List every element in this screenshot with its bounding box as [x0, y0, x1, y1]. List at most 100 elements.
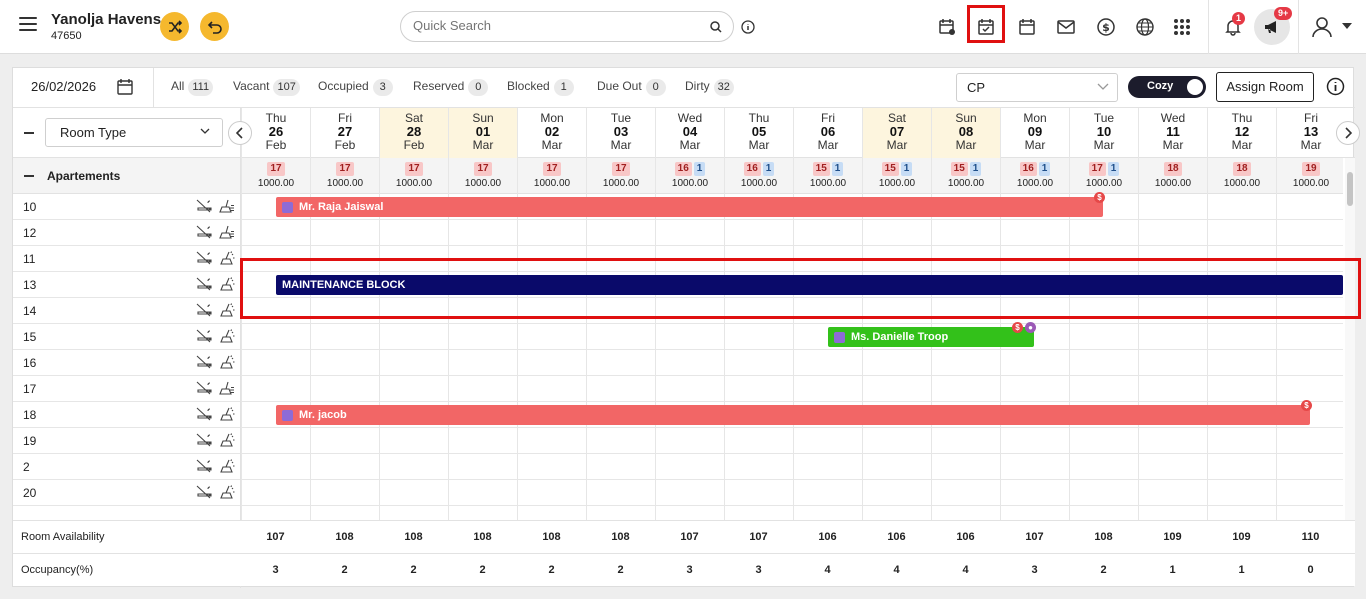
rate-value: 1000.00 [395, 178, 433, 189]
filter-6[interactable]: Dirty 32 [685, 79, 734, 96]
room-row[interactable]: 2 [13, 454, 1343, 480]
date-column-header[interactable]: Mon 02 Mar [517, 108, 586, 158]
user-icon[interactable] [1311, 16, 1333, 38]
date-column-header[interactable]: Sat 28 Feb [379, 108, 448, 158]
room-type-select[interactable]: Room Type [45, 118, 223, 147]
calendar-check-icon[interactable] [975, 16, 997, 38]
search-icon[interactable] [709, 20, 723, 34]
filter-2[interactable]: Occupied 3 [318, 79, 393, 96]
availability-cell[interactable]: 16 1 1000.00 [655, 158, 724, 194]
availability-cell[interactable]: 18 1000.00 [1207, 158, 1276, 194]
availability-cell[interactable]: 15 1 1000.00 [862, 158, 931, 194]
collapse-all-icon[interactable] [24, 132, 34, 134]
chevron-down-icon[interactable] [1342, 23, 1352, 29]
calendar-icon[interactable] [1016, 16, 1038, 38]
booking-name: Mr. Raja Jaiswal [299, 201, 384, 213]
housekeeping-dirty-icon[interactable] [219, 225, 235, 244]
cozy-view-toggle[interactable]: Cozy [1128, 76, 1206, 98]
room-row[interactable]: 12 [13, 220, 1343, 246]
calendar-add-icon[interactable] [936, 16, 958, 38]
filter-5[interactable]: Due Out 0 [597, 79, 666, 96]
date-column-header[interactable]: Wed 11 Mar [1138, 108, 1207, 158]
room-row[interactable]: 19 [13, 428, 1343, 454]
date-column-header[interactable]: Fri 13 Mar [1276, 108, 1345, 158]
vertical-scrollbar[interactable] [1345, 158, 1355, 520]
filter-3[interactable]: Reserved 0 [413, 79, 489, 96]
availability-cell[interactable]: 17 1000.00 [448, 158, 517, 194]
maintenance-block-bar[interactable]: MAINTENANCE BLOCK [276, 275, 1343, 295]
availability-cell[interactable]: 17 1000.00 [586, 158, 655, 194]
reservation-bar[interactable]: Ms. Danielle Troop $ ● [828, 322, 1036, 347]
room-row[interactable]: 13 [13, 272, 1343, 298]
date-column-header[interactable]: Fri 06 Mar [793, 108, 862, 158]
date-column-header[interactable]: Sun 08 Mar [931, 108, 1000, 158]
availability-cell[interactable]: 17 1000.00 [241, 158, 310, 194]
date-picker-icon[interactable] [116, 78, 134, 96]
info-icon[interactable] [741, 20, 755, 34]
availability-cell[interactable]: 17 1000.00 [379, 158, 448, 194]
housekeeping-clean-icon[interactable] [219, 303, 235, 322]
filter-4[interactable]: Blocked 1 [507, 79, 574, 96]
prev-dates-button[interactable] [228, 121, 252, 145]
room-row[interactable]: 16 [13, 350, 1343, 376]
next-dates-button[interactable] [1336, 121, 1360, 145]
assign-room-button[interactable]: Assign Room [1216, 72, 1314, 102]
switch-property-button[interactable] [160, 12, 189, 41]
rate-plan-select[interactable]: CP [956, 73, 1118, 102]
mail-icon[interactable] [1055, 16, 1077, 38]
undo-button[interactable] [200, 12, 229, 41]
collapse-category-icon[interactable] [24, 175, 34, 177]
availability-cell[interactable]: 19 1000.00 [1276, 158, 1345, 194]
hotel-name[interactable]: Yanolja Havens [51, 11, 162, 28]
room-row[interactable]: 14 [13, 298, 1343, 324]
date-column-header[interactable]: Fri 27 Feb [310, 108, 379, 158]
housekeeping-clean-icon[interactable] [219, 459, 235, 478]
date-column-header[interactable]: Sun 01 Mar [448, 108, 517, 158]
search-input[interactable] [413, 18, 693, 33]
date-column-header[interactable]: Mon 09 Mar [1000, 108, 1069, 158]
scroll-thumb[interactable] [1347, 172, 1353, 206]
category-row[interactable]: Apartements 17 1000.00 17 1000.00 17 1000.00 1… [13, 158, 1343, 194]
dollar-icon[interactable]: $ [1095, 16, 1117, 38]
housekeeping-dirty-icon[interactable] [219, 381, 235, 400]
room-row[interactable]: 20 [13, 480, 1343, 506]
availability-cell[interactable]: 16 1 1000.00 [724, 158, 793, 194]
globe-icon[interactable] [1134, 16, 1156, 38]
apps-grid-icon[interactable] [1171, 16, 1193, 38]
availability-cell[interactable]: 16 1 1000.00 [1000, 158, 1069, 194]
date-column-header[interactable]: Tue 10 Mar [1069, 108, 1138, 158]
date-column-header[interactable]: Tue 03 Mar [586, 108, 655, 158]
reservation-bar[interactable]: Mr. jacob $ [276, 400, 1312, 425]
housekeeping-clean-icon[interactable] [219, 407, 235, 426]
room-row[interactable]: 17 [13, 376, 1343, 402]
availability-cell[interactable]: 15 1 1000.00 [931, 158, 1000, 194]
room-row[interactable]: 10 [13, 194, 1343, 220]
housekeeping-clean-icon[interactable] [219, 251, 235, 270]
availability-cell[interactable]: 17 1 1000.00 [1069, 158, 1138, 194]
reservation-bar[interactable]: Mr. Raja Jaiswal $ [276, 192, 1105, 217]
housekeeping-dirty-icon[interactable] [219, 199, 235, 218]
housekeeping-clean-icon[interactable] [219, 329, 235, 348]
date-column-header[interactable]: Sat 07 Mar [862, 108, 931, 158]
menu-icon[interactable] [19, 17, 37, 31]
room-row[interactable]: 11 [13, 246, 1343, 272]
date-column-header[interactable]: Thu 05 Mar [724, 108, 793, 158]
date-column-header[interactable]: Wed 04 Mar [655, 108, 724, 158]
housekeeping-clean-icon[interactable] [219, 485, 235, 504]
info-icon[interactable] [1326, 77, 1345, 96]
selected-date[interactable]: 26/02/2026 [31, 79, 97, 94]
availability-cell[interactable]: 17 1000.00 [310, 158, 379, 194]
availability-cell[interactable]: 18 1000.00 [1138, 158, 1207, 194]
housekeeping-clean-icon[interactable] [219, 355, 235, 374]
filter-0[interactable]: All 111 [171, 79, 214, 96]
room-row[interactable]: 15 [13, 324, 1343, 350]
housekeeping-clean-icon[interactable] [219, 277, 235, 296]
availability-cell[interactable]: 17 1000.00 [517, 158, 586, 194]
date-mm: Mar [1093, 138, 1115, 152]
date-column-header[interactable]: Thu 12 Mar [1207, 108, 1276, 158]
filter-1[interactable]: Vacant 107 [233, 79, 300, 96]
availability-cell[interactable]: 15 1 1000.00 [793, 158, 862, 194]
room-row[interactable]: 18 [13, 402, 1343, 428]
quick-search[interactable] [400, 11, 734, 42]
housekeeping-clean-icon[interactable] [219, 433, 235, 452]
